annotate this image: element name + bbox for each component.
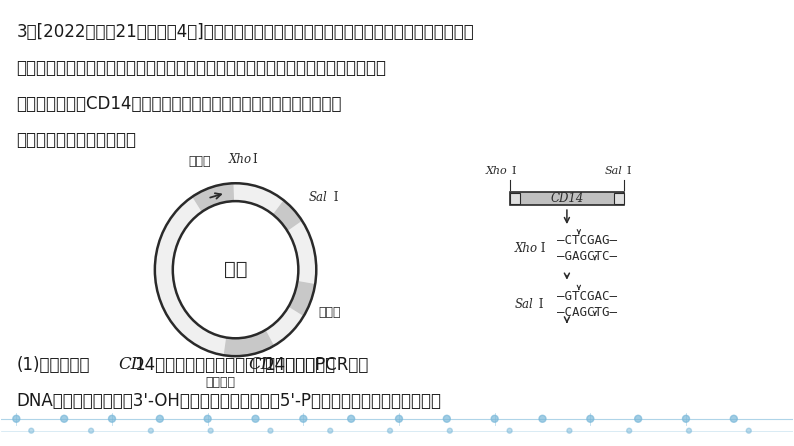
Text: 3．[2022福建，21（一），4分]美西螈具有很强的再生能力。研究表明，美西螈的巨噬细胞在: 3．[2022福建，21（一），4分]美西螈具有很强的再生能力。研究表明，美西螈…	[17, 23, 474, 41]
Circle shape	[730, 415, 738, 422]
Circle shape	[268, 428, 273, 433]
Circle shape	[447, 428, 453, 433]
Circle shape	[13, 415, 20, 422]
Text: Sal: Sal	[604, 166, 622, 176]
Polygon shape	[225, 330, 273, 356]
Circle shape	[60, 415, 67, 422]
Text: Xho: Xho	[486, 166, 507, 176]
Text: CD: CD	[118, 356, 144, 373]
Polygon shape	[193, 183, 233, 211]
Text: 终止子: 终止子	[318, 306, 341, 319]
Text: Xho: Xho	[229, 153, 252, 166]
Text: I: I	[330, 191, 339, 204]
Circle shape	[539, 415, 546, 422]
Circle shape	[626, 428, 632, 433]
Text: I: I	[626, 166, 630, 176]
Circle shape	[348, 415, 355, 422]
Circle shape	[491, 415, 498, 422]
Circle shape	[443, 415, 450, 422]
Circle shape	[634, 415, 642, 422]
Text: CD: CD	[249, 356, 274, 373]
Bar	[615, 193, 624, 204]
Text: 14片段。已知: 14片段。已知	[264, 356, 335, 374]
Text: 胞表面标志蛋白CD14的单克隆抗体，具体方法如下。回答下列问题：: 胞表面标志蛋白CD14的单克隆抗体，具体方法如下。回答下列问题：	[17, 95, 342, 113]
Text: Sal: Sal	[309, 191, 327, 204]
Circle shape	[395, 415, 403, 422]
Circle shape	[204, 415, 211, 422]
Text: 14基因的核苷酸序列，合成引物，利用PCR扩增: 14基因的核苷酸序列，合成引物，利用PCR扩增	[134, 356, 368, 374]
Text: 启动子: 启动子	[189, 155, 211, 168]
Text: I: I	[511, 166, 516, 176]
Text: 载体: 载体	[224, 260, 247, 279]
Text: I: I	[252, 153, 257, 166]
Bar	[510, 192, 624, 205]
Circle shape	[587, 415, 594, 422]
Polygon shape	[173, 201, 299, 338]
Circle shape	[109, 415, 115, 422]
Text: Xho: Xho	[515, 242, 538, 256]
Circle shape	[300, 415, 306, 422]
Circle shape	[507, 428, 512, 433]
Polygon shape	[289, 281, 315, 315]
Text: —GTCGAC—: —GTCGAC—	[557, 290, 617, 303]
Bar	[510, 193, 519, 204]
Text: I: I	[537, 242, 545, 256]
Text: 抗性基因: 抗性基因	[206, 376, 236, 389]
Circle shape	[208, 428, 213, 433]
Circle shape	[89, 428, 94, 433]
Circle shape	[252, 415, 259, 422]
Text: —GAGCTC—: —GAGCTC—	[557, 250, 617, 263]
Circle shape	[148, 428, 153, 433]
Text: I: I	[535, 298, 544, 311]
Circle shape	[328, 428, 333, 433]
Text: （一）基因工程抗原的制备: （一）基因工程抗原的制备	[17, 131, 137, 149]
Circle shape	[387, 428, 392, 433]
Circle shape	[746, 428, 751, 433]
Text: —CAGCTG—: —CAGCTG—	[557, 306, 617, 319]
Circle shape	[156, 415, 164, 422]
Polygon shape	[273, 201, 302, 231]
Text: (1)根据美西螈: (1)根据美西螈	[17, 356, 90, 374]
Circle shape	[29, 428, 34, 433]
Circle shape	[567, 428, 572, 433]
Text: 断肢再生的早期起重要作用。为研究巨噬细胞的作用机制，科研人员制备了抗巨噬细: 断肢再生的早期起重要作用。为研究巨噬细胞的作用机制，科研人员制备了抗巨噬细	[17, 59, 387, 77]
Circle shape	[683, 415, 689, 422]
Text: —CTCGAG—: —CTCGAG—	[557, 235, 617, 248]
Text: CD14: CD14	[550, 192, 584, 205]
Polygon shape	[155, 183, 316, 356]
Circle shape	[687, 428, 692, 433]
Text: Sal: Sal	[515, 298, 534, 311]
Text: DNA聚合酶催化引物的3'-OH与加入的脱氧核苷酸的5'-P形成磷酸二酯键，则新合成链: DNA聚合酶催化引物的3'-OH与加入的脱氧核苷酸的5'-P形成磷酸二酯键，则新…	[17, 392, 441, 410]
